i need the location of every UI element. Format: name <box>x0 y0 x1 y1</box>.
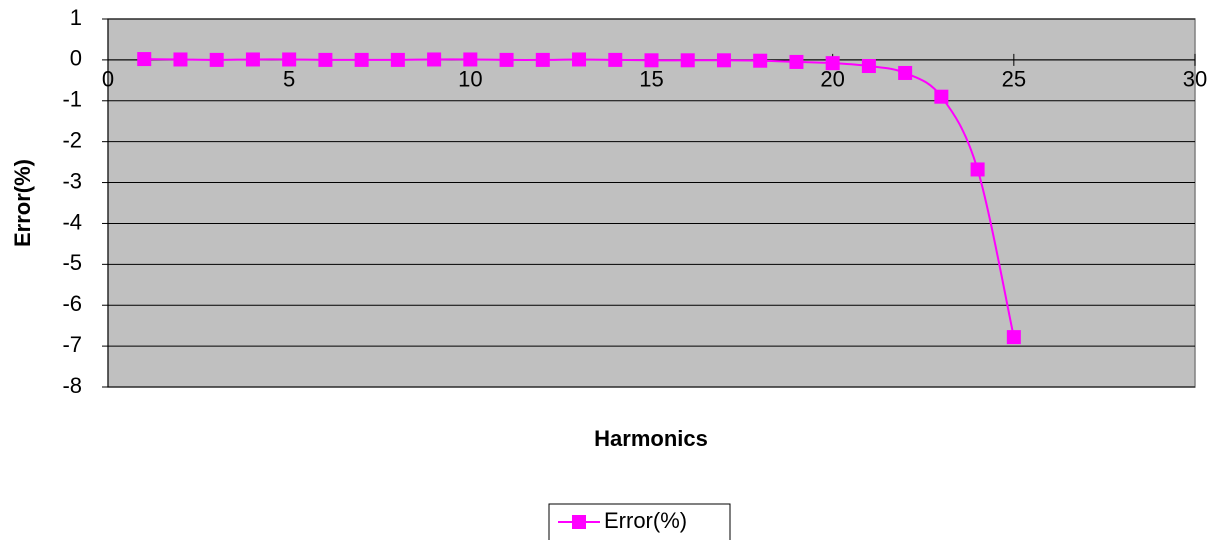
x-axis-title: Harmonics <box>594 426 708 451</box>
marker <box>644 53 659 68</box>
y-tick-label: 0 <box>70 46 82 71</box>
x-tick-label: 10 <box>458 67 482 92</box>
marker <box>789 54 804 69</box>
x-tick-label: 30 <box>1183 67 1207 92</box>
marker <box>825 56 840 71</box>
legend-label: Error(%) <box>604 508 687 533</box>
marker <box>572 52 587 67</box>
marker <box>716 53 731 68</box>
legend: Error(%) <box>548 503 731 540</box>
marker <box>753 53 768 68</box>
y-tick-label: -4 <box>62 209 82 234</box>
marker <box>1006 330 1021 345</box>
marker <box>680 53 695 68</box>
marker <box>318 52 333 67</box>
y-tick-label: -6 <box>62 291 82 316</box>
marker <box>898 65 913 80</box>
marker <box>390 52 405 67</box>
y-tick-label: -8 <box>62 373 82 398</box>
marker <box>354 52 369 67</box>
plot-area <box>107 18 1196 388</box>
marker <box>861 59 876 74</box>
marker <box>463 52 478 67</box>
marker <box>499 52 514 67</box>
marker <box>535 52 550 67</box>
marker <box>209 52 224 67</box>
marker <box>137 52 152 67</box>
x-tick-label: 5 <box>283 67 295 92</box>
y-tick-label: -1 <box>62 87 82 112</box>
x-tick-label: 15 <box>639 67 663 92</box>
y-tick-label: -3 <box>62 168 82 193</box>
y-axis-title: Error(%) <box>10 159 35 247</box>
y-tick-label: -2 <box>62 127 82 152</box>
y-tick-label: 1 <box>70 5 82 30</box>
marker <box>608 52 623 67</box>
x-tick-label: 0 <box>102 67 114 92</box>
marker <box>282 52 297 67</box>
x-tick-label: 25 <box>1002 67 1026 92</box>
marker <box>173 52 188 67</box>
y-tick-label: -7 <box>62 332 82 357</box>
y-tick-label: -5 <box>62 250 82 275</box>
marker <box>245 52 260 67</box>
marker <box>934 89 949 104</box>
marker <box>427 52 442 67</box>
x-tick-label: 20 <box>820 67 844 92</box>
legend-marker <box>572 515 586 529</box>
marker <box>970 162 985 177</box>
